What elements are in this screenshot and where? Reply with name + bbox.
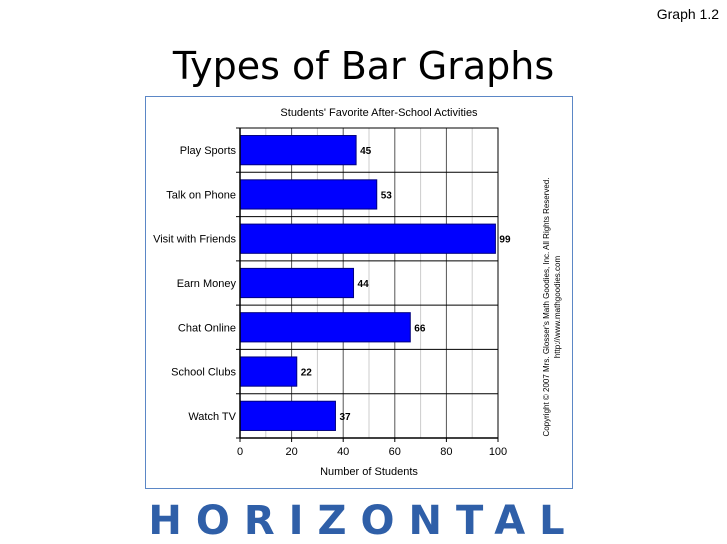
bar [239, 267, 355, 299]
data-label: 45 [360, 146, 372, 157]
x-tick-label: 0 [237, 446, 243, 458]
bar [239, 312, 411, 343]
copyright-url: http://www.mathgoodies.com [553, 256, 562, 359]
x-tick-label: 20 [285, 446, 297, 458]
data-label: 22 [301, 368, 313, 379]
category-label: Watch TV [188, 411, 236, 423]
chart-frame: Students' Favorite After-School Activiti… [145, 96, 573, 489]
x-axis-label: Number of Students [320, 466, 418, 478]
data-label: 44 [358, 279, 370, 290]
bar [239, 135, 357, 166]
page-label: Graph 1.2 [656, 6, 719, 22]
category-label: Chat Online [178, 322, 236, 334]
x-tick-label: 60 [389, 446, 401, 458]
bar [239, 400, 336, 431]
footer-word: HORIZONTAL [148, 498, 579, 544]
copyright-text: Copyright © 2007 Mrs. Glosser's Math Goo… [542, 177, 551, 436]
bar [239, 179, 378, 210]
category-label: School Clubs [171, 367, 236, 379]
chart-title: Students' Favorite After-School Activiti… [280, 107, 478, 119]
bar [239, 356, 298, 387]
category-label: Earn Money [177, 278, 237, 290]
data-label: 53 [381, 190, 393, 201]
plot-border [239, 127, 499, 439]
x-tick-label: 100 [489, 446, 507, 458]
horizontal-bar-chart: Students' Favorite After-School Activiti… [153, 107, 562, 478]
category-label: Talk on Phone [166, 189, 236, 201]
x-tick-label: 80 [440, 446, 452, 458]
bar [239, 223, 496, 254]
category-label: Visit with Friends [153, 234, 236, 246]
category-label: Play Sports [180, 145, 237, 157]
data-label: 66 [414, 323, 426, 334]
data-label: 99 [499, 235, 511, 246]
x-tick-label: 40 [337, 446, 349, 458]
data-label: 37 [339, 412, 351, 423]
slide-title: Types of Bar Graphs [172, 44, 555, 88]
